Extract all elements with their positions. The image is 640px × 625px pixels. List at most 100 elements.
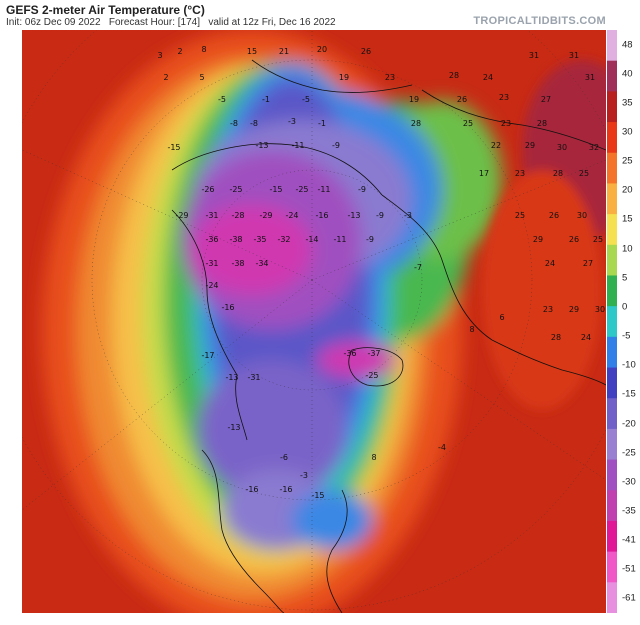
temperature-value-label: 29 (569, 305, 579, 314)
temperature-value-label: -13 (227, 423, 240, 432)
colorbar-tick-label: 5 (622, 272, 628, 284)
temperature-value-label: 2 (163, 73, 168, 82)
temperature-value-label: -3 (300, 471, 308, 480)
temperature-value-label: 29 (533, 235, 543, 244)
colorbar-swatch (607, 490, 617, 522)
colorbar-tick-label: -20 (622, 418, 636, 430)
temperature-value-label: -9 (358, 185, 366, 194)
colorbar-swatch (607, 183, 617, 215)
colorbar-swatch (607, 60, 617, 92)
temperature-value-label: -32 (277, 235, 290, 244)
temperature-field (42, 30, 502, 613)
coastlines (171, 59, 606, 613)
temperature-value-label: 19 (339, 73, 349, 82)
temperature-value-label: -9 (376, 211, 384, 220)
temperature-value-label: -16 (279, 485, 292, 494)
temperature-value-label: 21 (279, 47, 289, 56)
temperature-value-label: 15 (247, 47, 257, 56)
colorbar-tick-label: 40 (622, 68, 633, 80)
graticule (22, 30, 606, 613)
temperature-value-label: 8 (469, 325, 474, 334)
colorbar-tick-label: -10 (622, 359, 636, 371)
temperature-value-label: -11 (333, 235, 346, 244)
temperature-value-label: -38 (229, 235, 242, 244)
temperature-value-label: -4 (438, 443, 446, 452)
temperature-value-label: -8 (230, 119, 238, 128)
temperature-value-label: 28 (411, 119, 421, 128)
temperature-value-label: -11 (317, 185, 330, 194)
temperature-value-label: -31 (205, 211, 218, 220)
temperature-value-label: -29 (175, 211, 188, 220)
colorbar-swatch (607, 244, 617, 276)
colorbar-swatch (607, 582, 617, 614)
temperature-value-label: -9 (366, 235, 374, 244)
temperature-value-label: -6 (280, 453, 288, 462)
colorbar-tick-label: 10 (622, 243, 633, 255)
temperature-value-label: 19 (409, 95, 419, 104)
colorbar-swatch (607, 275, 617, 307)
temperature-value-label: -3 (288, 117, 296, 126)
chart-title: GEFS 2-meter Air Temperature (°C) (6, 3, 205, 17)
temperature-value-label: -5 (302, 95, 310, 104)
temperature-value-label: 23 (515, 169, 525, 178)
temperature-value-label: 2 (177, 47, 182, 56)
forecast-info: Init: 06z Dec 09 2022 Forecast Hour: [17… (6, 17, 336, 28)
temperature-value-label: -9 (332, 141, 340, 150)
temperature-value-label: -3 (404, 211, 412, 220)
colorbar-tick-label: -5 (622, 330, 631, 342)
temperature-value-label: -15 (167, 143, 180, 152)
colorbar-swatch (607, 367, 617, 399)
temperature-value-label: -31 (247, 373, 260, 382)
temperature-value-label: 23 (385, 73, 395, 82)
temperature-value-label: 28 (537, 119, 547, 128)
colorbar-swatch (607, 520, 617, 553)
temperature-value-label: -11 (291, 141, 304, 150)
colorbar-tick-label: 20 (622, 184, 633, 196)
temperature-labels: 3 2 8 15 21 20 26 31 312 5 19 23 28 24 31-5 -1 -5 19 26 23 2… (157, 45, 605, 500)
temperature-value-label: -13 (255, 141, 268, 150)
temperature-value-label: -16 (245, 485, 258, 494)
temperature-value-label: 25 (463, 119, 473, 128)
temperature-value-label: 31 (569, 51, 579, 60)
colorbar-svg (607, 30, 617, 614)
temperature-value-label: 24 (483, 73, 493, 82)
temperature-value-label: 27 (541, 95, 551, 104)
colorbar-swatch (607, 398, 617, 430)
temperature-value-label: 17 (479, 169, 489, 178)
temperature-value-label: -15 (269, 185, 282, 194)
temperature-value-label: 26 (549, 211, 559, 220)
colorbar-tick-label: -51 (622, 563, 636, 575)
colorbar-swatch (607, 336, 617, 369)
temperature-value-label: -16 (315, 211, 328, 220)
colorbar-tick-label: 30 (622, 126, 633, 138)
temperature-value-label: -25 (365, 371, 378, 380)
colorbar (607, 30, 617, 614)
temperature-value-label: -13 (347, 211, 360, 220)
colorbar-swatch (607, 306, 617, 338)
temperature-map: 3 2 8 15 21 20 26 31 31 2 5 19 23 28 24 31 -5 -1 -5 19 26 23 2… (22, 30, 606, 613)
temperature-value-label: -16 (221, 303, 234, 312)
temperature-value-label: -36 (343, 349, 356, 358)
temperature-value-label: -25 (229, 185, 242, 194)
temperature-value-label: 26 (569, 235, 579, 244)
temperature-value-label: 28 (551, 333, 561, 342)
temperature-value-label: -15 (311, 491, 324, 500)
temperature-value-label: 3 (157, 51, 162, 60)
colorbar-labels: 48 40 35 30 25 20 15 10 5 0 -5 -10 -15 -20 -25 -30 -35 -4… (618, 30, 640, 613)
temperature-value-label: 8 (201, 45, 206, 54)
colorbar-tick-label: 0 (622, 301, 628, 313)
temperature-value-label: 23 (501, 119, 511, 128)
temperature-value-label: -24 (205, 281, 218, 290)
colorbar-tick-label: -30 (622, 476, 636, 488)
brand-watermark: TROPICALTIDBITS.COM (473, 15, 606, 27)
temperature-value-label: 31 (529, 51, 539, 60)
colorbar-swatch (607, 152, 617, 184)
colorbar-tick-label: -41 (622, 534, 636, 546)
temperature-value-label: 24 (545, 259, 555, 268)
temperature-value-label: -28 (231, 211, 244, 220)
temperature-value-label: -5 (218, 95, 226, 104)
temperature-value-label: 6 (499, 313, 504, 322)
temperature-value-label: 30 (595, 305, 605, 314)
colorbar-tick-label: -25 (622, 447, 636, 459)
temperature-value-label: 8 (371, 453, 376, 462)
